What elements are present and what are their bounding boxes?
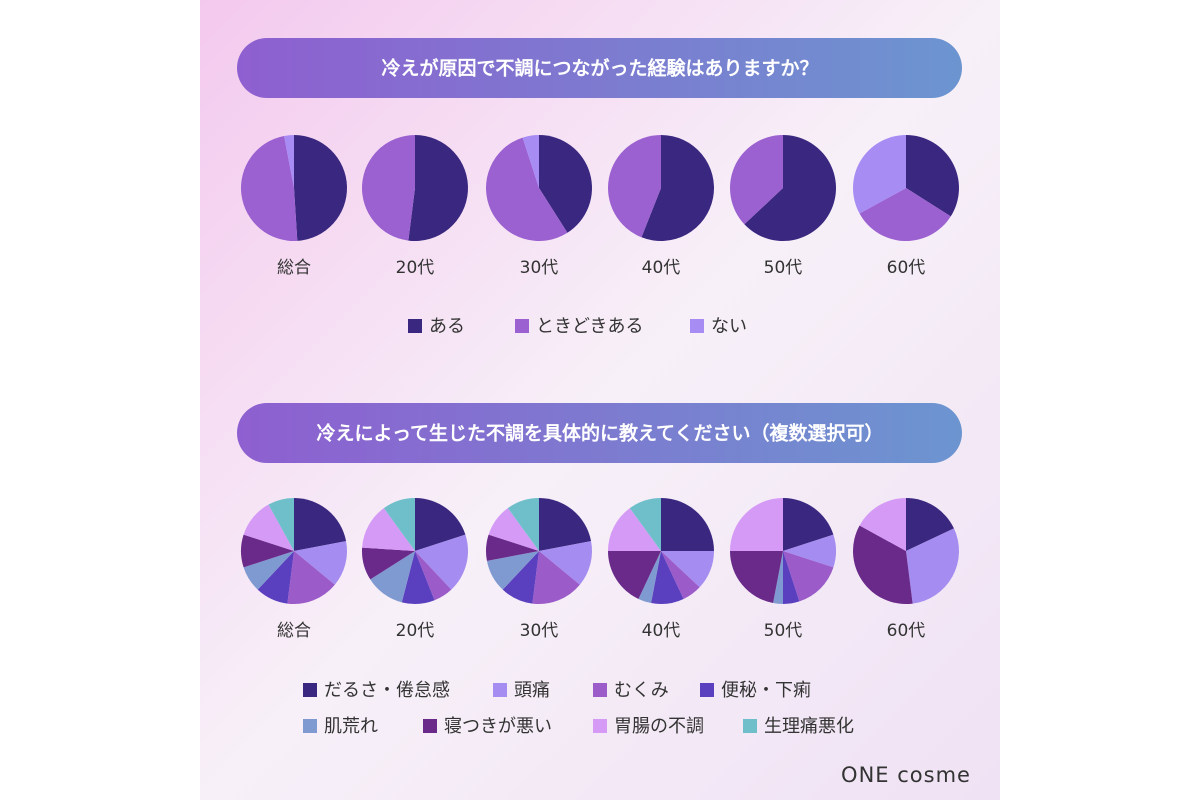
legend-label: ときどきある xyxy=(536,316,643,337)
pie-label: 30代 xyxy=(520,621,559,641)
title-pill xyxy=(237,403,962,463)
pie-slice xyxy=(744,135,837,242)
legend-label: ない xyxy=(711,316,747,337)
pie-slice xyxy=(661,551,700,599)
legend-swatch xyxy=(593,683,607,697)
pie-slice xyxy=(243,551,294,590)
legend-label: むくみ xyxy=(614,680,669,701)
pie-slice xyxy=(906,135,959,217)
pie-slice xyxy=(486,551,539,590)
pie-label: 20代 xyxy=(396,258,435,278)
pie-label: 総合 xyxy=(277,621,311,641)
pie-label: 60代 xyxy=(887,258,926,278)
pie-slice xyxy=(415,534,469,590)
pie-slice xyxy=(294,498,347,551)
pie-slice xyxy=(539,498,592,551)
pie-slice xyxy=(240,534,294,568)
pie-slice xyxy=(294,541,347,585)
pie-slice xyxy=(607,135,661,238)
legend-label: ある xyxy=(429,316,465,337)
legend-swatch xyxy=(493,683,507,697)
pie-slice xyxy=(783,551,800,604)
pie-slice xyxy=(539,135,592,233)
legend-swatch xyxy=(303,719,317,733)
pie-slice xyxy=(539,541,592,585)
pie-slice xyxy=(730,498,783,551)
pie-slice xyxy=(730,551,783,604)
pie-slice xyxy=(730,135,783,225)
pie-slice xyxy=(906,528,959,604)
pie-slice xyxy=(608,551,661,599)
pie-slice xyxy=(243,504,294,551)
legend-label: 生理痛悪化 xyxy=(764,716,854,737)
pie-slice xyxy=(485,137,568,242)
pie-slice xyxy=(488,508,539,551)
pie-slice xyxy=(906,498,954,551)
legend-label: 便秘・下痢 xyxy=(721,680,811,701)
legend-swatch xyxy=(408,319,422,333)
pie-slice xyxy=(641,135,714,241)
pie-label: 30代 xyxy=(520,258,559,278)
pie-slice xyxy=(415,498,466,551)
pie-slice xyxy=(362,508,415,551)
legend-label: 胃腸の不調 xyxy=(614,716,704,737)
pie-slice xyxy=(638,551,661,604)
pie-slice xyxy=(268,498,294,551)
pie-slice xyxy=(783,534,837,568)
pie-slice xyxy=(651,551,684,604)
pie-slice xyxy=(408,135,468,241)
legend-label: 寝つきが悪い xyxy=(444,716,552,737)
pie-slice xyxy=(773,551,783,604)
legend-swatch xyxy=(593,719,607,733)
pie-slice xyxy=(502,551,539,604)
pie-slice xyxy=(284,135,294,188)
pie-slice xyxy=(361,135,415,241)
chart-title: 冷えが原因で不調につながった経験はありますか？ xyxy=(381,57,818,80)
pie-slice xyxy=(383,498,415,551)
pie-label: 40代 xyxy=(642,621,681,641)
pie-slice xyxy=(661,498,714,551)
pie-slice xyxy=(608,508,661,551)
pie-slice xyxy=(629,498,661,551)
pie-slice xyxy=(783,551,834,602)
pie-label: 総合 xyxy=(277,258,311,278)
legend-label: 肌荒れ xyxy=(324,716,378,737)
chart-title: 冷えによって生じた不調を具体的に教えてください（複数選択可） xyxy=(317,422,884,445)
pie-slice xyxy=(859,188,951,242)
pie-label: 60代 xyxy=(887,621,926,641)
pie-slice xyxy=(287,551,335,604)
legend-swatch xyxy=(515,319,529,333)
pie-slice xyxy=(532,551,580,604)
pie-slice xyxy=(294,135,347,241)
pie-slice xyxy=(486,534,539,561)
legend-label: 頭痛 xyxy=(514,680,550,701)
legend-swatch xyxy=(303,683,317,697)
legend-swatch xyxy=(690,319,704,333)
pie-slice xyxy=(661,551,714,588)
pie-label: 40代 xyxy=(642,258,681,278)
legend-swatch xyxy=(423,719,437,733)
legend-label: だるさ・倦怠感 xyxy=(324,680,450,701)
pie-label: 50代 xyxy=(764,621,803,641)
pie-slice xyxy=(401,551,435,605)
pie-label: 50代 xyxy=(764,258,803,278)
legend-swatch xyxy=(700,683,714,697)
pie-slice xyxy=(853,525,913,604)
pie-slice xyxy=(507,498,539,551)
pie-slice xyxy=(370,551,415,603)
pie-slice xyxy=(241,135,298,241)
pie-slice xyxy=(859,498,906,551)
pie-slice xyxy=(522,135,539,188)
brand-logo: ONE cosme xyxy=(841,763,971,787)
pie-slice xyxy=(257,551,294,604)
pie-slice xyxy=(852,135,906,214)
background xyxy=(200,0,1000,800)
pie-slice xyxy=(783,498,834,551)
pie-label: 20代 xyxy=(396,621,435,641)
legend-swatch xyxy=(743,719,757,733)
pie-slice xyxy=(362,547,415,580)
pie-slice xyxy=(415,551,452,601)
title-pill xyxy=(237,38,962,98)
